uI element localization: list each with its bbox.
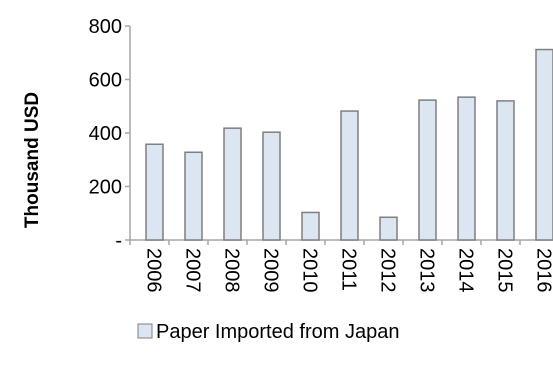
x-tick-label: 2008 — [221, 248, 243, 293]
x-tick-label: 2007 — [182, 248, 204, 293]
y-tick-label: 400 — [89, 123, 122, 145]
legend-label: Paper Imported from Japan — [156, 321, 399, 343]
x-tick-label: 2015 — [494, 248, 516, 293]
legend-swatch — [137, 323, 153, 339]
bar-2009 — [262, 131, 281, 241]
legend: Paper Imported from Japan — [137, 321, 399, 343]
bar-2011 — [340, 110, 359, 241]
bar-2007 — [184, 151, 203, 241]
bar-2015 — [496, 100, 515, 241]
bars — [145, 48, 553, 241]
y-tick-label: 200 — [89, 177, 122, 199]
bar-2008 — [223, 127, 242, 241]
bar-2013 — [418, 99, 437, 241]
bar-2016 — [535, 48, 553, 241]
x-tick-label: 2011 — [338, 248, 360, 291]
y-tick-label: - — [115, 230, 122, 252]
x-tick-label: 2016 — [533, 248, 553, 293]
x-axis-ticks: 2006 2007 2008 2009 2010 2011 2012 2013 2014 2015… — [129, 240, 553, 293]
bar-2006 — [145, 143, 164, 241]
y-axis-ticks: - 200 400 600 800 — [89, 16, 131, 252]
x-tick-label: 2014 — [455, 248, 477, 293]
y-axis-label: Thousand USD — [22, 92, 43, 228]
x-tick-label: 2010 — [299, 248, 321, 293]
bar-2014 — [457, 96, 476, 241]
x-tick-label: 2012 — [377, 248, 399, 293]
x-tick-label: 2009 — [260, 248, 282, 293]
y-tick-label: 800 — [89, 16, 122, 38]
x-tick-label: 2006 — [143, 248, 165, 293]
bar-2010 — [301, 211, 320, 241]
y-tick-label: 600 — [89, 70, 122, 92]
x-tick-label: 2013 — [416, 248, 438, 293]
bar-2012 — [379, 216, 398, 241]
